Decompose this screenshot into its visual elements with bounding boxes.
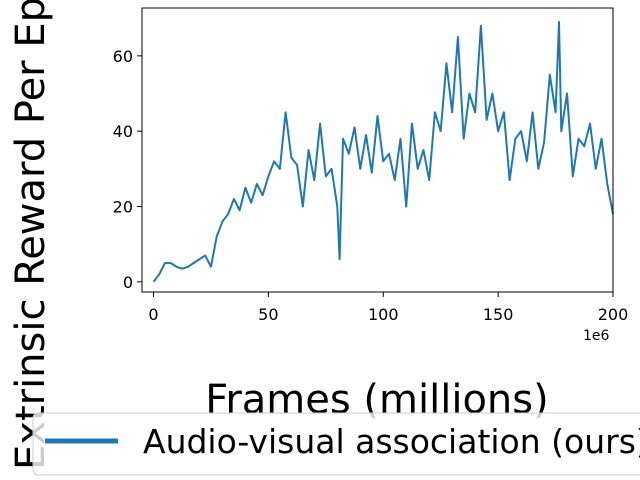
y-tick-label: 0 — [123, 273, 133, 292]
x-tick-label: 150 — [483, 305, 514, 324]
y-axis-label: Extrinsic Reward Per Episode — [8, 0, 54, 470]
legend-box — [32, 412, 640, 476]
x-tick-label: 0 — [148, 305, 158, 324]
data-line — [152, 20, 614, 283]
x-tick-label: 50 — [258, 305, 278, 324]
x-tick-label: 100 — [368, 305, 399, 324]
x-offset-label: 1e6 — [583, 328, 610, 344]
legend-label: Audio-visual association (ours) — [143, 422, 640, 461]
y-tick-label: 60 — [113, 47, 133, 66]
x-tick-label: 200 — [598, 305, 629, 324]
axes-frame — [141, 7, 614, 293]
y-tick-label: 20 — [113, 197, 133, 216]
y-tick-label: 40 — [113, 122, 133, 141]
